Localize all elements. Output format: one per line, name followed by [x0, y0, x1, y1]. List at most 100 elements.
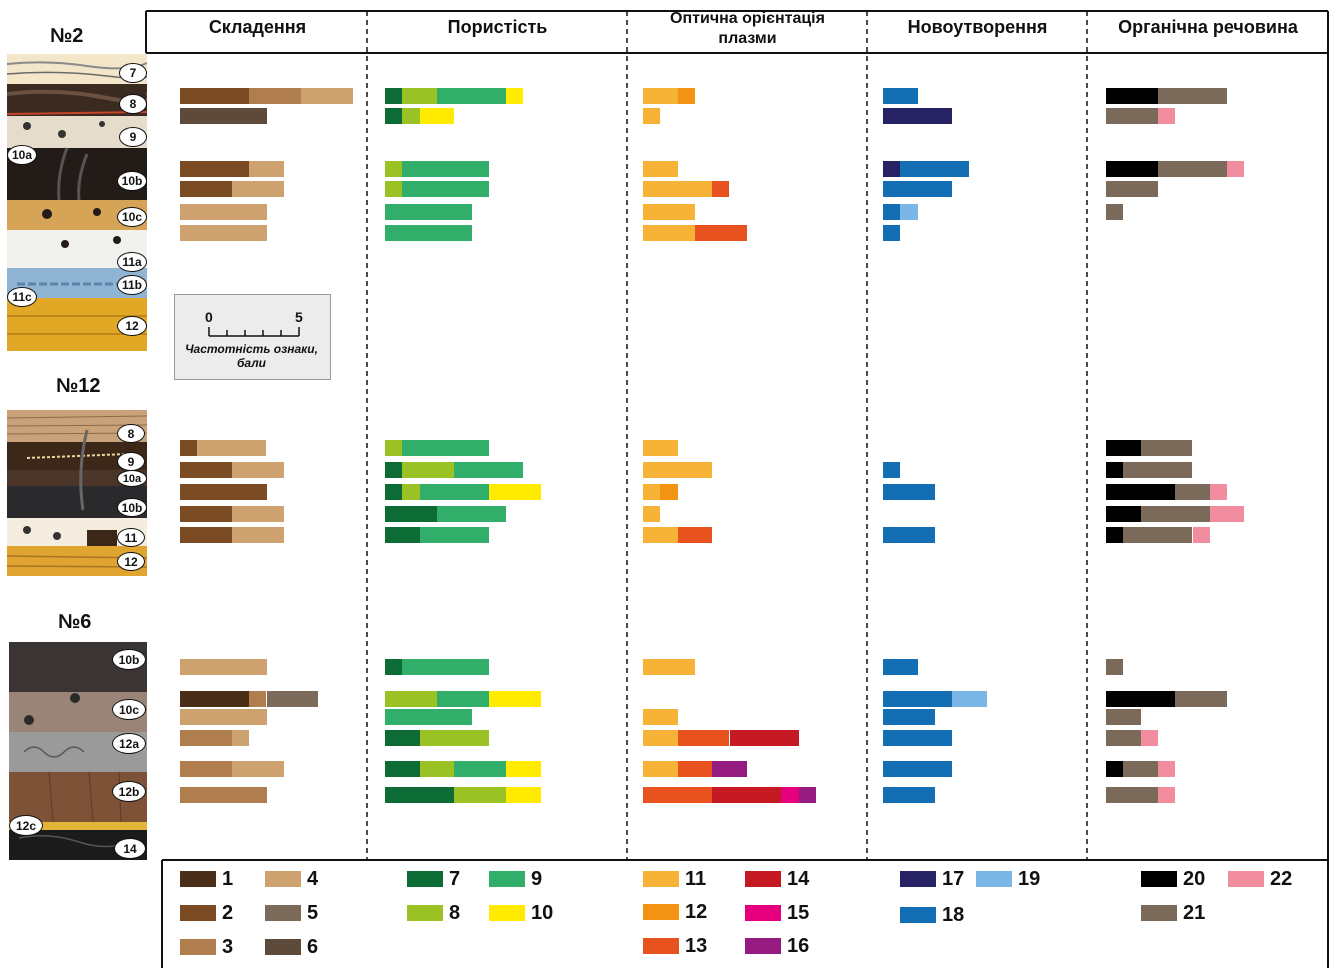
legend-label: 2 [222, 902, 234, 924]
bar-segment [180, 225, 267, 241]
bar-segment [402, 108, 420, 124]
bar-segment [643, 527, 678, 543]
bar-segment [385, 709, 472, 725]
bar-segment [1106, 88, 1158, 104]
bar-segment [385, 527, 420, 543]
legend-swatch [1141, 905, 1177, 921]
bar-segment [488, 691, 541, 707]
bar-segment [1157, 108, 1176, 124]
bar-segment [385, 787, 455, 803]
profile-label: 10c [117, 207, 147, 227]
bar-segment [180, 787, 267, 803]
bar-segment [385, 659, 403, 675]
bar-segment [454, 787, 507, 803]
bar-segment [180, 691, 250, 707]
bar-segment [506, 761, 541, 777]
profile-label: 12c [9, 815, 43, 836]
legend-swatch [643, 904, 679, 920]
section-title-12: №12 [56, 375, 101, 397]
bar-segment [180, 161, 250, 177]
legend-label: 16 [787, 935, 810, 957]
profile-label: 10b [112, 649, 146, 670]
bar-segment [1106, 462, 1124, 478]
bar-segment [729, 730, 799, 746]
bar-segment [677, 527, 713, 543]
scale-max: 5 [295, 309, 303, 325]
bar-segment [1140, 440, 1193, 456]
bar-segment [180, 462, 232, 478]
legend-swatch [265, 939, 301, 955]
bar-segment [643, 108, 661, 124]
bar-segment [1106, 204, 1124, 220]
header-neoformations: Новоутворення [907, 17, 1048, 37]
bar-segment [712, 181, 730, 197]
bar-segment [402, 659, 489, 675]
bar-segment [1175, 484, 1210, 500]
legend-swatch [745, 871, 781, 887]
profile-label: 14 [114, 838, 146, 859]
bar-segment [643, 225, 695, 241]
legend-label: 9 [531, 868, 543, 890]
scale-ruler [208, 327, 300, 337]
bar-segment [712, 787, 782, 803]
bar-segment [419, 484, 489, 500]
legend-swatch [180, 939, 216, 955]
profile-label: 11c [7, 287, 37, 307]
bar-segment [1209, 484, 1228, 500]
header-composition: Складення [208, 17, 307, 37]
profile-label: 9 [119, 127, 147, 147]
bar-segment [660, 484, 678, 500]
bar-segment [231, 181, 284, 197]
bar-segment [643, 462, 713, 478]
legend-swatch [976, 871, 1012, 887]
bar-segment [385, 506, 437, 522]
bar-segment [231, 730, 250, 746]
profile-label: 7 [119, 63, 147, 83]
profile-label: 11a [117, 252, 147, 272]
bar-segment [436, 88, 507, 104]
bar-segment [231, 527, 284, 543]
bar-segment [180, 181, 232, 197]
bar-segment [385, 161, 403, 177]
bar-segment [643, 709, 678, 725]
legend-swatch [180, 871, 216, 887]
bar-segment [1106, 527, 1124, 543]
header-orientation-line1: Оптична орієнтація [670, 10, 825, 27]
bar-segment [180, 761, 232, 777]
legend-label: 11 [685, 868, 707, 890]
bar-segment [1106, 181, 1158, 197]
legend-swatch [489, 871, 525, 887]
bar-segment [712, 761, 747, 777]
bar-segment [1106, 709, 1141, 725]
bar-segment [883, 161, 901, 177]
bar-segment [677, 88, 695, 104]
legend-label: 20 [1183, 868, 1206, 890]
bar-segment [1106, 730, 1141, 746]
bar-segment [249, 691, 267, 707]
bar-segment [883, 691, 953, 707]
bar-segment [385, 691, 437, 707]
bar-segment [180, 204, 267, 220]
bar-segment [677, 761, 713, 777]
header-orientation-line2: плазми [718, 30, 777, 47]
bar-segment [249, 161, 284, 177]
bar-segment [781, 787, 799, 803]
scale-caption-line2: бали [236, 356, 267, 370]
bar-segment [506, 787, 541, 803]
profile-label: 11b [117, 275, 147, 295]
legend-label: 10 [531, 902, 554, 924]
scale-box [174, 294, 331, 380]
bar-segment [180, 88, 250, 104]
bar-segment [883, 527, 935, 543]
legend-swatch [1228, 871, 1264, 887]
profile-label: 12b [112, 781, 146, 802]
bar-segment [677, 730, 730, 746]
section-title-2: №2 [50, 25, 84, 47]
bar-segment [643, 761, 678, 777]
bar-segment [180, 527, 232, 543]
bar-segment [419, 761, 455, 777]
bar-segment [197, 440, 267, 456]
bar-segment [231, 506, 284, 522]
bar-segment [385, 462, 403, 478]
